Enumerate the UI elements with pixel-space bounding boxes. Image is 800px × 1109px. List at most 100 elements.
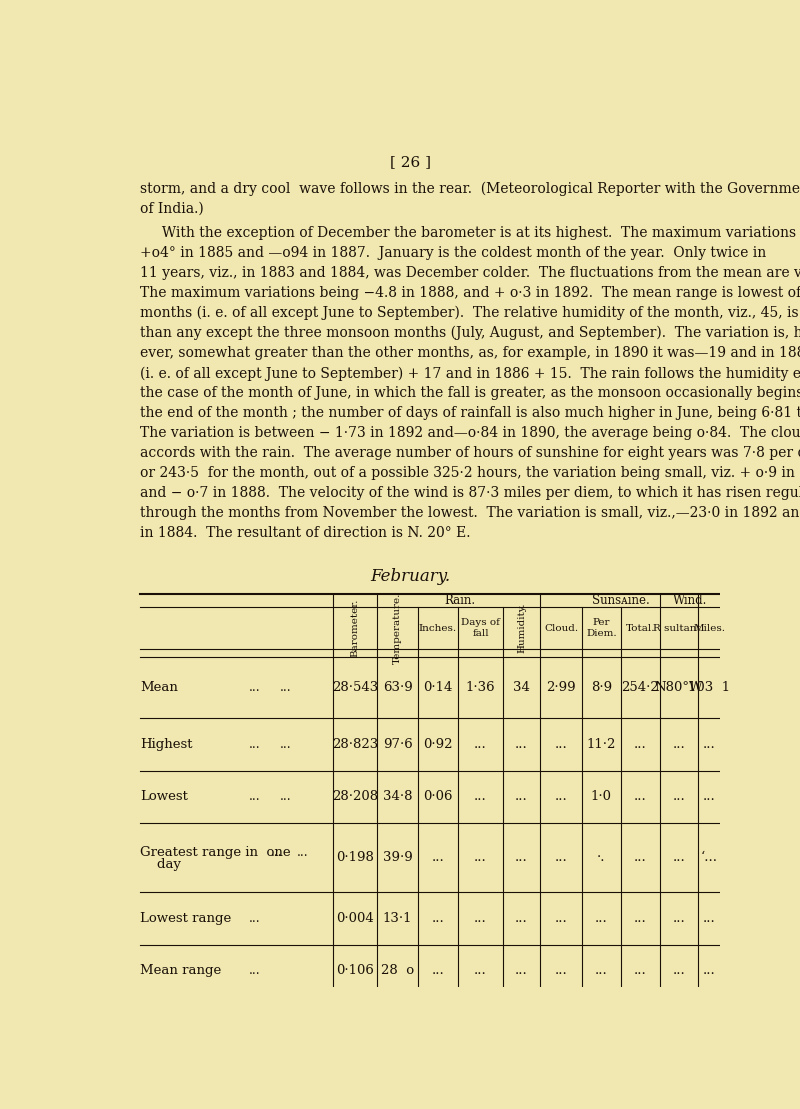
Text: The variation is between − 1·73 in 1892 and—o·84 in 1890, the average being o·84: The variation is between − 1·73 in 1892 … <box>140 426 800 440</box>
Text: Per
Diem.: Per Diem. <box>586 619 617 638</box>
Text: 97·6: 97·6 <box>382 737 413 751</box>
Text: Miles.: Miles. <box>693 623 725 633</box>
Text: ...: ... <box>634 791 646 803</box>
Text: ·.: ·. <box>597 851 606 864</box>
Text: +o4° in 1885 and —o94 in 1887.  January is the coldest month of the year.  Only : +o4° in 1885 and —o94 in 1887. January i… <box>140 246 766 261</box>
Text: 103  1: 103 1 <box>688 681 730 694</box>
Text: Highest: Highest <box>140 737 193 751</box>
Text: in 1884.  The resultant of direction is N. 20° E.: in 1884. The resultant of direction is N… <box>140 527 470 540</box>
Text: ...: ... <box>634 912 646 925</box>
Text: ...: ... <box>280 737 292 751</box>
Text: Rain.: Rain. <box>445 594 476 607</box>
Text: Total.: Total. <box>626 623 655 633</box>
Text: 39·9: 39·9 <box>382 851 413 864</box>
Text: Lowest: Lowest <box>140 791 188 803</box>
Text: 0·106: 0·106 <box>336 965 374 977</box>
Text: ...: ... <box>634 737 646 751</box>
Text: Mean range: Mean range <box>140 965 222 977</box>
Text: ...: ... <box>673 912 686 925</box>
Text: 34: 34 <box>513 681 530 694</box>
Text: ...: ... <box>271 846 282 858</box>
Text: 1·0: 1·0 <box>591 791 612 803</box>
Text: 11·2: 11·2 <box>586 737 616 751</box>
Text: ...: ... <box>280 681 292 694</box>
Text: ...: ... <box>554 851 567 864</box>
Text: ...: ... <box>474 791 487 803</box>
Text: storm, and a dry cool  wave follows in the rear.  (Meteorological Reporter with : storm, and a dry cool wave follows in th… <box>140 182 800 195</box>
Text: Temperature.: Temperature. <box>393 592 402 664</box>
Text: ...: ... <box>673 791 686 803</box>
Text: Greatest range in  one: Greatest range in one <box>140 846 291 858</box>
Text: ...: ... <box>515 791 528 803</box>
Text: February.: February. <box>370 568 450 586</box>
Text: the case of the month of June, in which the fall is greater, as the monsoon occa: the case of the month of June, in which … <box>140 386 800 400</box>
Text: 34·8: 34·8 <box>383 791 412 803</box>
Text: or 243·5  for the month, out of a possible 325·2 hours, the variation being smal: or 243·5 for the month, out of a possibl… <box>140 467 800 480</box>
Text: ...: ... <box>474 912 487 925</box>
Text: and − o·7 in 1888.  The velocity of the wind is 87·3 miles per diem, to which it: and − o·7 in 1888. The velocity of the w… <box>140 487 800 500</box>
Text: With the exception of December the barometer is at its highest.  The maximum var: With the exception of December the barom… <box>140 226 800 241</box>
Text: R sultant.: R sultant. <box>654 623 705 633</box>
Text: Days of
fall: Days of fall <box>461 619 500 638</box>
Text: (i. e. of all except June to September) + 17 and in 1886 + 15.  The rain follows: (i. e. of all except June to September) … <box>140 366 800 380</box>
Text: than any except the three monsoon months (July, August, and September).  The var: than any except the three monsoon months… <box>140 326 800 340</box>
Text: 28  o: 28 o <box>381 965 414 977</box>
Text: ...: ... <box>249 912 261 925</box>
Text: ...: ... <box>595 912 608 925</box>
Text: ...: ... <box>431 912 444 925</box>
Text: Sunsᴀine.: Sunsᴀine. <box>592 594 650 607</box>
Text: ...: ... <box>474 851 487 864</box>
Text: [ 26 ]: [ 26 ] <box>390 155 430 170</box>
Text: 28·543: 28·543 <box>332 681 378 694</box>
Text: ...: ... <box>595 965 608 977</box>
Text: ...: ... <box>515 737 528 751</box>
Text: 0·92: 0·92 <box>423 737 453 751</box>
Text: Mean: Mean <box>140 681 178 694</box>
Text: 0·004: 0·004 <box>336 912 374 925</box>
Text: of India.): of India.) <box>140 202 204 215</box>
Text: ...: ... <box>554 965 567 977</box>
Text: N80°W: N80°W <box>654 681 703 694</box>
Text: ...: ... <box>515 912 528 925</box>
Text: 28·208: 28·208 <box>332 791 378 803</box>
Text: 13·1: 13·1 <box>383 912 412 925</box>
Text: ...: ... <box>673 965 686 977</box>
Text: ...: ... <box>702 965 715 977</box>
Text: ...: ... <box>431 965 444 977</box>
Text: ...: ... <box>702 737 715 751</box>
Text: ...: ... <box>554 737 567 751</box>
Text: Barometer.: Barometer. <box>350 599 359 658</box>
Text: ...: ... <box>431 851 444 864</box>
Text: ...: ... <box>515 851 528 864</box>
Text: Cloud.: Cloud. <box>544 623 578 633</box>
Text: ...: ... <box>554 791 567 803</box>
Text: Inches.: Inches. <box>419 623 457 633</box>
Text: ...: ... <box>474 737 487 751</box>
Text: ...: ... <box>702 791 715 803</box>
Text: 2·99: 2·99 <box>546 681 576 694</box>
Text: ...: ... <box>280 791 292 803</box>
Text: Wind.: Wind. <box>673 594 707 607</box>
Text: ...: ... <box>673 851 686 864</box>
Text: the end of the month ; the number of days of rainfall is also much higher in Jun: the end of the month ; the number of day… <box>140 406 800 420</box>
Text: Humidity.: Humidity. <box>517 603 526 653</box>
Text: ...: ... <box>249 681 261 694</box>
Text: 63·9: 63·9 <box>382 681 413 694</box>
Text: ‘...: ‘... <box>701 851 718 864</box>
Text: ...: ... <box>298 846 309 858</box>
Text: 28·823: 28·823 <box>332 737 378 751</box>
Text: 0·14: 0·14 <box>423 681 453 694</box>
Text: ...: ... <box>634 851 646 864</box>
Text: 0·198: 0·198 <box>336 851 374 864</box>
Text: accords with the rain.  The average number of hours of sunshine for eight years : accords with the rain. The average numbe… <box>140 447 800 460</box>
Text: months (i. e. of all except June to September).  The relative humidity of the mo: months (i. e. of all except June to Sept… <box>140 306 800 321</box>
Text: 11 years, viz., in 1883 and 1884, was December colder.  The fluctuations from th: 11 years, viz., in 1883 and 1884, was De… <box>140 266 800 281</box>
Text: 8·9: 8·9 <box>591 681 612 694</box>
Text: ...: ... <box>474 965 487 977</box>
Text: 254·2: 254·2 <box>622 681 659 694</box>
Text: ...: ... <box>515 965 528 977</box>
Text: 0·06: 0·06 <box>423 791 453 803</box>
Text: The maximum variations being −4.8 in 1888, and + o·3 in 1892.  The mean range is: The maximum variations being −4.8 in 188… <box>140 286 800 301</box>
Text: Lowest range: Lowest range <box>140 912 231 925</box>
Text: ...: ... <box>249 791 261 803</box>
